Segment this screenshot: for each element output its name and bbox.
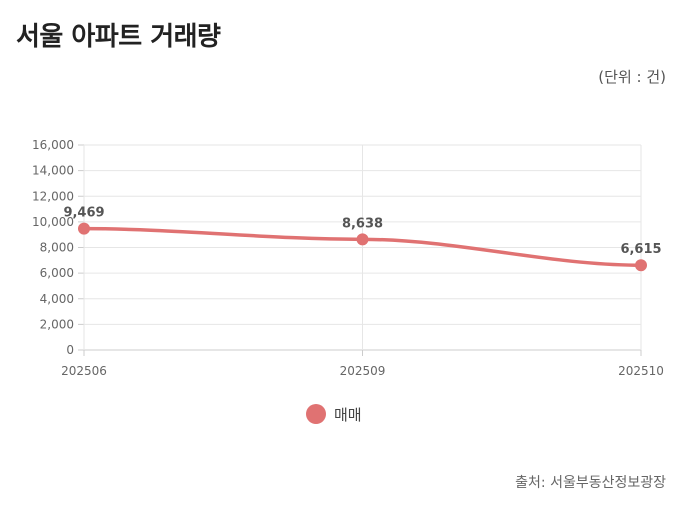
data-point bbox=[635, 259, 647, 272]
y-tick-label: 8,000 bbox=[40, 241, 74, 255]
x-tick-label: 202510 bbox=[618, 364, 664, 378]
data-point bbox=[356, 233, 369, 246]
y-tick-label: 10,000 bbox=[32, 215, 74, 229]
y-tick-label: 4,000 bbox=[40, 292, 74, 306]
x-tick-label: 202506 bbox=[61, 364, 107, 378]
data-label: 6,615 bbox=[620, 242, 661, 257]
source-note: 출처: 서울부동산정보광장 bbox=[515, 475, 666, 491]
chart-title: 서울 아파트 거래량 bbox=[16, 22, 221, 52]
y-tick-label: 12,000 bbox=[32, 189, 74, 203]
x-tick-label: 202509 bbox=[340, 364, 386, 378]
data-label: 9,469 bbox=[63, 206, 104, 221]
y-tick-label: 0 bbox=[66, 343, 74, 357]
y-tick-label: 14,000 bbox=[32, 164, 74, 178]
data-label: 8,638 bbox=[342, 216, 383, 231]
unit-label: (단위 : 건) bbox=[598, 68, 666, 86]
legend[interactable]: 매매 bbox=[306, 402, 362, 426]
line-chart: 0 2,000 4,000 6,000 8,000 10,000 12,000 14,000 1… bbox=[32, 138, 664, 378]
y-tick-label: 16,000 bbox=[32, 138, 74, 152]
data-point bbox=[78, 222, 90, 235]
y-tick-label: 6,000 bbox=[40, 266, 74, 280]
y-tick-label: 2,000 bbox=[40, 317, 74, 331]
legend-swatch-maemae bbox=[306, 404, 326, 424]
legend-label-maemae: 매매 bbox=[334, 405, 362, 424]
